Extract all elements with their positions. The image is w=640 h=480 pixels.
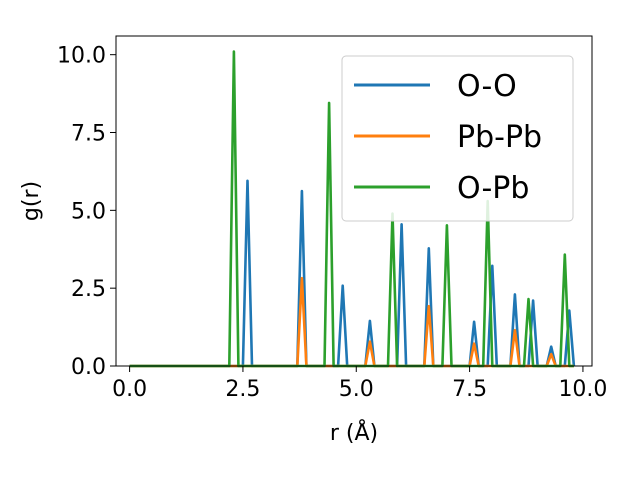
y-tick-label: 2.5 [71, 277, 106, 302]
y-tick-label: 7.5 [71, 122, 106, 147]
y-tick-label: 5.0 [71, 199, 106, 224]
legend-label-o-pb: O-Pb [457, 171, 529, 206]
legend-label-pb-pb: Pb-Pb [457, 120, 542, 155]
x-tick-label: 10.0 [558, 377, 607, 402]
legend: O-O Pb-Pb O-Pb [341, 55, 574, 222]
y-tick-label: 10.0 [57, 44, 106, 69]
axes-frame [115, 35, 593, 367]
y-axis-label: g(r) [19, 181, 44, 221]
y-tick-label: 0.0 [71, 355, 106, 380]
x-tick-label: 5.0 [339, 377, 374, 402]
x-tick-label: 2.5 [225, 377, 260, 402]
x-axis-ticks: 0.0 2.5 5.0 7.5 10.0 [112, 366, 607, 402]
y-axis-ticks: 0.0 2.5 5.0 7.5 10.0 [57, 44, 116, 380]
legend-label-o-o: O-O [457, 69, 517, 104]
legend-box [341, 55, 574, 222]
series-line-pb-pb [129, 276, 574, 368]
x-tick-label: 7.5 [452, 377, 487, 402]
x-axis-label: r (Å) [330, 419, 378, 446]
x-tick-label: 0.0 [112, 377, 147, 402]
